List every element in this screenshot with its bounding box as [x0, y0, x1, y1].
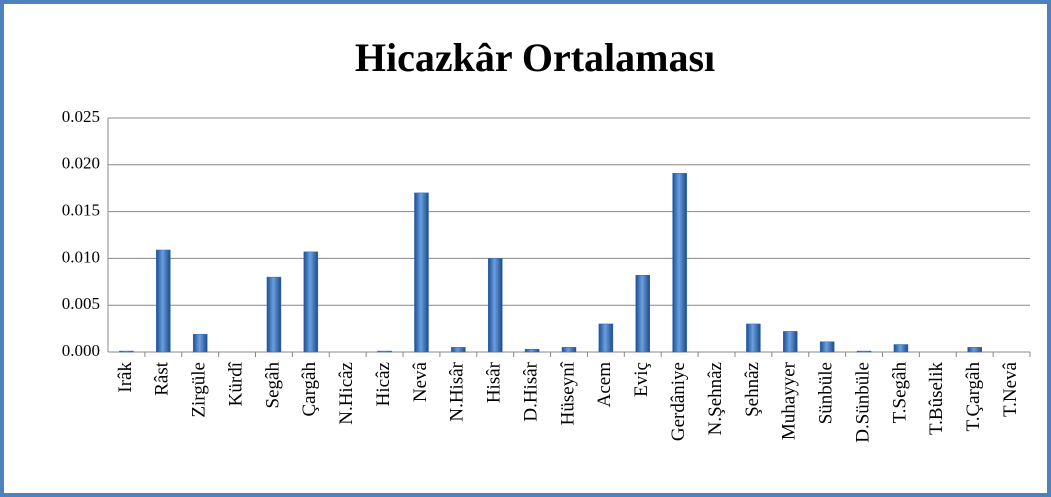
bar [487, 258, 503, 353]
bar [524, 348, 540, 353]
x-tick-label: T.Bûselik [926, 362, 947, 436]
bar [156, 249, 171, 353]
bar [377, 350, 392, 353]
x-tick-label: Muhayyer [779, 361, 800, 440]
x-tick-label: Şehnâz [742, 362, 763, 417]
y-tick-label: 0.020 [62, 154, 100, 173]
x-tick-label: T.Çargâh [963, 361, 984, 431]
x-tick-label: Hisâr [484, 361, 505, 403]
x-tick-label: T.Nevâ [1000, 361, 1021, 417]
x-tick-label: Acem [594, 362, 615, 408]
bar [119, 350, 134, 353]
bar [856, 350, 872, 353]
y-tick-label: 0.010 [62, 247, 100, 266]
x-tick-label: Segâh [262, 362, 283, 409]
bar [635, 274, 651, 353]
x-tick-label: Irâk [115, 362, 136, 393]
x-tick-label: N.Şehnâz [705, 362, 726, 435]
x-tick-label: N.Hisâr [447, 361, 468, 421]
x-tick-label: Çargâh [299, 362, 320, 417]
bar [819, 341, 835, 353]
x-tick-label: N.Hicâz [336, 362, 357, 425]
y-tick-label: 0.000 [62, 341, 100, 360]
chart-title: Hicazkâr Ortalaması [355, 35, 715, 80]
y-tick-label: 0.015 [62, 201, 100, 220]
bar [192, 333, 208, 353]
bar [598, 323, 614, 353]
bar [303, 251, 319, 353]
x-tick-label: Hicâz [373, 362, 394, 406]
bar [672, 172, 687, 353]
x-tick-label: D.Sünbüle [852, 362, 873, 443]
x-tick-label: D.Hisâr [520, 361, 541, 421]
x-tick-label: Kürdî [225, 361, 246, 406]
x-tick-label: T.Segâh [889, 362, 910, 424]
x-tick-label: Râst [152, 361, 173, 396]
bar [746, 323, 761, 353]
x-tick-label: Eviç [631, 362, 652, 397]
x-tick-label: Nevâ [410, 361, 431, 402]
x-tick-label: Hüseynî [557, 361, 578, 425]
bar [893, 344, 909, 353]
bar [414, 192, 429, 353]
bar [266, 276, 282, 353]
bar [451, 347, 466, 353]
y-tick-label: 0.025 [62, 107, 100, 126]
x-tick-label: Gerdâniye [668, 362, 689, 441]
bar [967, 347, 982, 353]
y-tick-label: 0.005 [62, 294, 100, 313]
x-tick-label: Sünbüle [816, 362, 837, 424]
x-tick-label: Zirgüle [189, 362, 210, 418]
bar [561, 347, 577, 353]
bar [783, 331, 798, 353]
